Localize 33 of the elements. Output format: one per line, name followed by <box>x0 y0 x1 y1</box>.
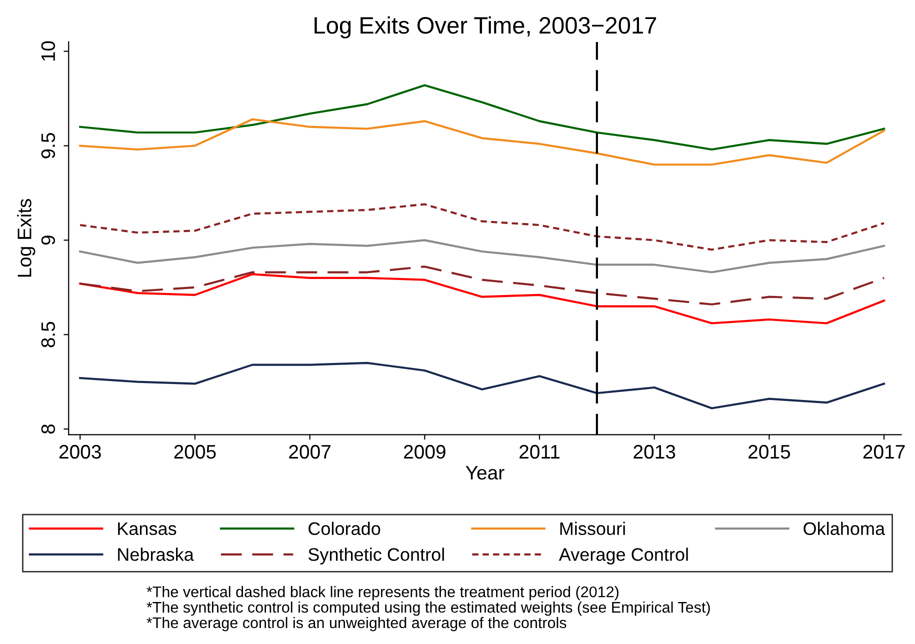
line-series <box>79 362 886 410</box>
x-tick-label: 2013 <box>634 444 676 459</box>
legend-label: Nebraska <box>118 548 194 561</box>
legend-label: Colorado <box>308 522 380 536</box>
text: *The synthetic control is computed using the estimated weights (see Empirical Test) <box>146 601 710 616</box>
line-series <box>79 118 886 166</box>
x-tick-label: 2017 <box>863 444 905 459</box>
legend-label: Oklahoma <box>804 522 886 536</box>
y-tick-label: 9.5 <box>41 133 56 158</box>
legend-label: Synthetic Control <box>308 548 444 564</box>
legend-label: Kansas <box>118 522 176 536</box>
line-series <box>79 239 886 274</box>
line-series <box>79 266 886 306</box>
line-series <box>79 84 886 151</box>
legend-label: Average Control <box>558 548 688 564</box>
chart-title: Log Exits Over Time, 2003−2017 <box>314 16 656 38</box>
x-tick-label: 2015 <box>748 444 790 459</box>
text: *The average control is an unweighted average of the controls <box>146 616 566 632</box>
x-tick-label: 2011 <box>520 444 560 459</box>
x-tick-label: 2007 <box>289 444 330 459</box>
x-tick-label: 2009 <box>404 444 446 459</box>
y-tick-label: 10 <box>41 41 56 61</box>
y-tick-label: 8 <box>41 424 56 434</box>
y-tick-label: 8.5 <box>41 322 56 348</box>
y-axis-title: Log Exits <box>17 198 36 277</box>
x-tick-label: 2003 <box>59 444 101 459</box>
line-series <box>79 273 886 324</box>
text: *The vertical dashed black line represents the treatment period (2012) <box>146 586 618 600</box>
x-axis-title: Year <box>466 466 504 480</box>
x-tick-label: 2005 <box>174 444 216 459</box>
line-series <box>79 203 886 251</box>
y-tick-label: 9 <box>41 236 56 245</box>
legend-label: Missouri <box>560 522 625 536</box>
